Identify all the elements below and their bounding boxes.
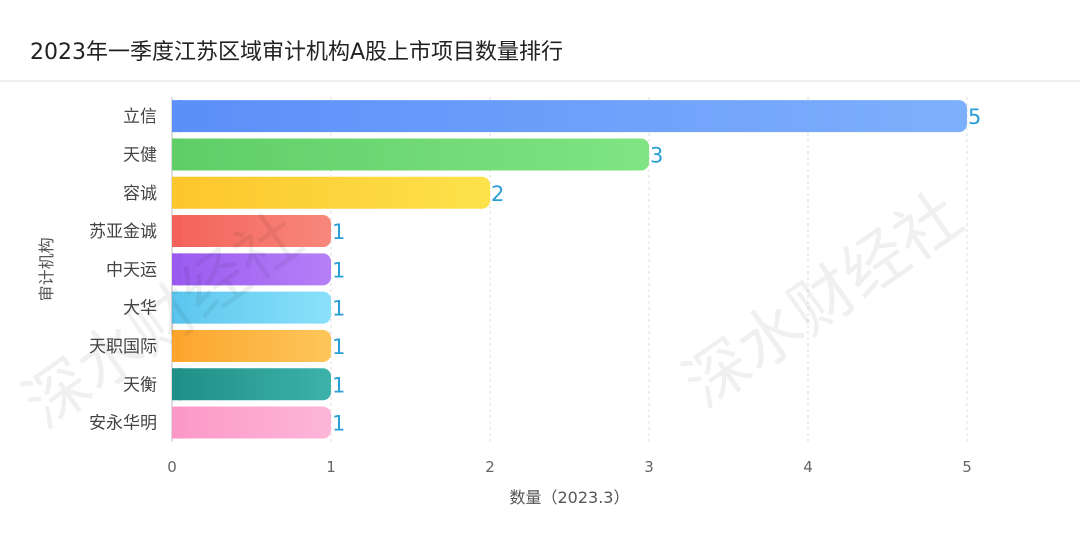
bar [172, 368, 331, 401]
bar [172, 215, 331, 248]
x-tick-label: 0 [167, 458, 177, 476]
data-label: 1 [332, 373, 345, 397]
bar-left-edge [172, 215, 182, 248]
bar-left-edge [172, 291, 182, 324]
y-axis-title: 审计机构 [37, 237, 56, 301]
bar [172, 291, 331, 324]
x-axis-title: 数量（2023.3） [510, 488, 630, 507]
y-tick-label: 中天运 [106, 260, 157, 280]
x-tick-label: 4 [803, 458, 813, 476]
data-label: 1 [332, 412, 345, 436]
bar-left-edge [172, 406, 182, 439]
bar [172, 100, 967, 133]
x-tick-label: 3 [644, 458, 654, 476]
bar [172, 406, 331, 439]
bar [172, 138, 649, 171]
bar [172, 176, 490, 209]
data-label: 5 [968, 105, 981, 129]
data-label: 1 [332, 335, 345, 359]
y-tick-label: 安永华明 [89, 414, 157, 434]
bar-left-edge [172, 100, 182, 133]
x-tick-label: 1 [326, 458, 336, 476]
y-tick-label: 容诚 [123, 184, 157, 204]
data-label: 1 [332, 297, 345, 321]
header-divider [0, 80, 1080, 82]
data-label: 3 [650, 143, 663, 167]
bar-left-edge [172, 176, 182, 209]
bar-left-edge [172, 253, 182, 286]
bar [172, 329, 331, 362]
bar-left-edge [172, 329, 182, 362]
data-label: 2 [491, 182, 504, 206]
x-tick-label: 2 [485, 458, 495, 476]
y-tick-label: 天健 [123, 145, 157, 165]
chart-title: 2023年一季度江苏区域审计机构A股上市项目数量排行 [30, 40, 564, 65]
data-label: 1 [332, 220, 345, 244]
y-tick-label: 苏亚金诚 [89, 222, 157, 242]
bar-left-edge [172, 368, 182, 401]
bar-left-edge [172, 138, 182, 171]
y-tick-label: 天衡 [123, 375, 157, 395]
x-tick-label: 5 [962, 458, 972, 476]
y-tick-label: 天职国际 [89, 337, 157, 357]
y-tick-label: 立信 [123, 107, 157, 127]
bar [172, 253, 331, 286]
data-label: 1 [332, 258, 345, 282]
y-tick-label: 大华 [123, 299, 157, 319]
